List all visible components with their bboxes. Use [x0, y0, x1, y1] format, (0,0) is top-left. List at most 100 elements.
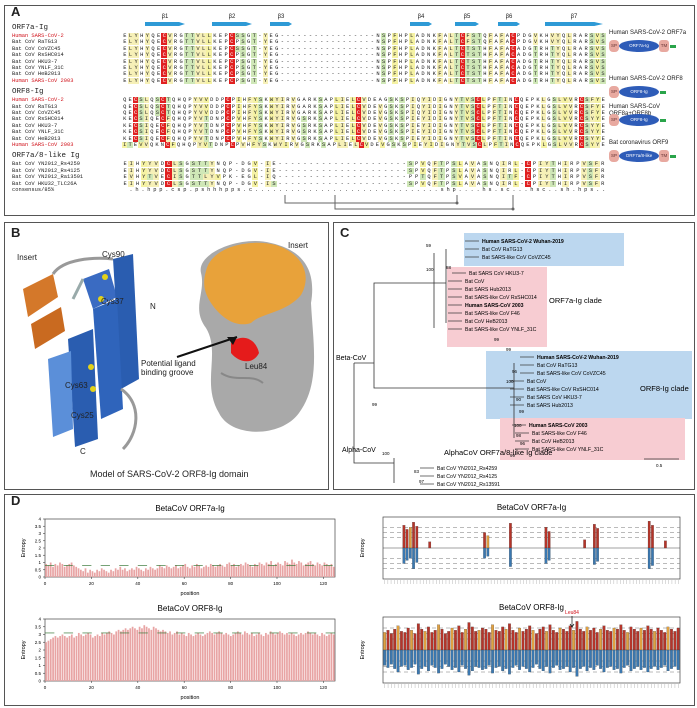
- negative-bar: [467, 649, 471, 676]
- positive-bar: [487, 632, 491, 651]
- tree-leaf-label: Human SARS-CoV 2003: [465, 303, 524, 309]
- positive-bar: [582, 631, 586, 651]
- entropy-bar: [309, 632, 312, 681]
- positive-bar: [423, 631, 427, 651]
- positive-bar: [572, 630, 575, 651]
- negative-bar: [484, 649, 488, 669]
- positive-bar: [596, 528, 599, 549]
- entropy-bar: [162, 629, 164, 681]
- positive-bar: [483, 532, 486, 549]
- negative-bar: [477, 649, 481, 668]
- entropy-bar: [270, 561, 272, 577]
- y-tick-label: 2.5: [35, 640, 42, 645]
- legend-domain-box: SP: [609, 40, 619, 52]
- positive-bar: [405, 529, 409, 549]
- x-axis-label: position: [181, 695, 200, 701]
- sequence-name: Human SARS-CoV 2003: [12, 77, 74, 84]
- entropy-bar: [251, 632, 253, 681]
- legend-domain-diagram: SP ORF8-Ig: [609, 114, 666, 126]
- entropy-bar: [110, 632, 113, 681]
- entropy-bar: [186, 566, 189, 577]
- positive-bar: [396, 625, 400, 651]
- negative-bar: [568, 649, 572, 673]
- entropy-bar: [219, 563, 221, 577]
- entropy-bar: [196, 563, 198, 577]
- entropy-bar: [300, 632, 302, 681]
- negative-bar: [531, 649, 535, 668]
- entropy-bar: [258, 632, 260, 681]
- y-tick-label: 2: [38, 648, 41, 653]
- positive-bar: [602, 625, 606, 651]
- negative-bar: [673, 649, 677, 667]
- entropy-bar: [226, 563, 228, 577]
- negative-bar: [389, 649, 393, 665]
- entropy-bar: [105, 571, 108, 577]
- entropy-bar: [330, 563, 333, 577]
- positive-bar: [430, 632, 434, 651]
- positive-bar: [578, 629, 582, 651]
- entropy-bar: [255, 634, 258, 681]
- entropy-bar: [126, 571, 129, 577]
- entropy-bar: [87, 632, 90, 681]
- sequence-name: Bat CoV RaTG13: [12, 103, 58, 110]
- tree-leaf-label: Bat CoV RaTG13: [537, 363, 577, 369]
- entropy-bar: [56, 637, 59, 681]
- bootstrap-value: 98: [516, 433, 522, 438]
- entropy-bar: [136, 629, 139, 681]
- entropy-bar: [216, 565, 219, 577]
- entropy-bar: [158, 565, 161, 577]
- negative-bar: [501, 649, 505, 671]
- entropy-bar: [312, 563, 314, 577]
- negative-bar: [619, 649, 623, 674]
- entropy-bar: [133, 569, 136, 577]
- entropy-bar: [177, 568, 180, 577]
- negative-bar: [670, 649, 673, 669]
- tree-leaf-label: Bat CoV: [465, 279, 485, 285]
- entropy-bar: [73, 565, 75, 577]
- clade-shade: [500, 418, 685, 460]
- x-tick-label: 40: [135, 581, 141, 586]
- label-leu84: Leu84: [245, 362, 268, 371]
- negative-bar: [393, 649, 397, 669]
- bootstrap-value: 96: [520, 441, 526, 446]
- phylogenetic-tree: Human SARS-CoV-2 Wuhan-2019 Bat CoV RaTG1…: [336, 233, 692, 487]
- entropy-bar: [154, 569, 156, 577]
- y-tick-label: 2.5: [35, 538, 42, 543]
- clade-label: ORF7a-Ig clade: [549, 296, 602, 305]
- alignment: ORF7a-Ig Human SARS-CoV-2 E L Y H Y Q E C V R G T T V L L…: [12, 24, 607, 194]
- negative-bar: [494, 649, 498, 668]
- entropy-bar: [59, 636, 61, 681]
- negative-bar: [528, 649, 532, 673]
- entropy-bar: [152, 626, 155, 681]
- entropy-bar: [248, 634, 251, 681]
- positive-bar: [433, 630, 437, 651]
- entropy-bar: [325, 636, 328, 681]
- entropy-bar: [297, 634, 300, 681]
- tree-leaf-label: Bat CoV HeB2013: [532, 439, 575, 445]
- negative-bar: [575, 649, 579, 677]
- positive-bar: [547, 531, 551, 549]
- label-cys37: Cys37: [101, 297, 124, 306]
- entropy-bar: [247, 563, 249, 577]
- entropy-bar: [122, 629, 125, 681]
- entropy-bar: [120, 631, 122, 681]
- entropy-bar: [218, 631, 221, 681]
- positive-bar: [400, 631, 403, 651]
- bootstrap-value: 99: [372, 402, 378, 407]
- tree-leaf-label: Human SARS-CoV 2003: [529, 423, 588, 429]
- entropy-bar: [204, 634, 206, 681]
- strand-arrow: [455, 22, 479, 26]
- panel-a-label: A: [11, 4, 21, 19]
- negative-bar: [592, 649, 596, 670]
- entropy-bar: [168, 566, 170, 577]
- positive-bar: [632, 629, 636, 651]
- x-tick-label: 120: [320, 581, 328, 586]
- entropy-bar: [114, 568, 117, 577]
